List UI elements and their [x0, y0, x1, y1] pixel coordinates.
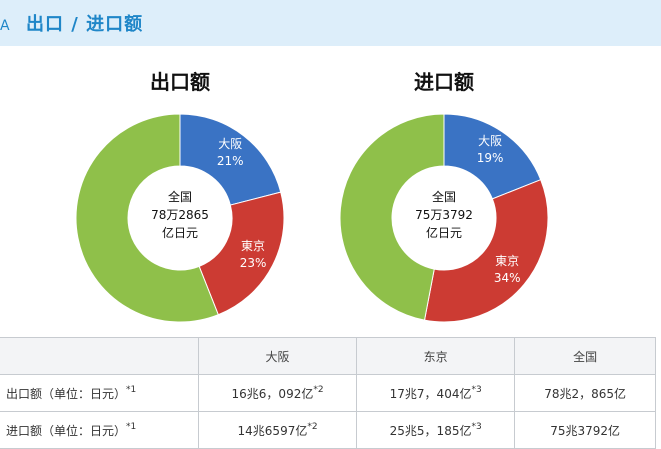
table-cell: 16兆6，092亿*2 — [197, 374, 358, 412]
table-cell: 75兆3792亿 — [514, 411, 656, 449]
table-row: 出口额（单位：日元）*1 16兆6，092亿*2 17兆7，404亿*3 78兆… — [0, 374, 656, 412]
center-label-line: 全国 — [431, 190, 456, 204]
table-header-cell — [0, 337, 199, 375]
slice-label: 大阪 19% — [465, 133, 515, 167]
slice-name: 大阪 — [218, 137, 243, 152]
slice-1 — [179, 113, 282, 206]
slice-percent: 21% — [216, 154, 244, 169]
export-chart: 出口额 全国 78万2865 亿日元 大阪 21% 東京 23% — [60, 60, 300, 332]
slice-percent: 19% — [476, 151, 504, 166]
chart-title: 进口额 — [414, 70, 474, 94]
slice-2 — [423, 179, 549, 323]
export-donut — [75, 113, 285, 323]
row-label: 出口额（单位：日元）*1 — [0, 374, 199, 412]
footnote-mark: *3 — [471, 421, 482, 432]
slice-label: 大阪 21% — [205, 136, 255, 170]
center-label: 全国 78万2865 亿日元 — [135, 188, 225, 242]
table-header-row: 大阪 东京 全国 — [0, 337, 656, 375]
slice-3 — [75, 113, 219, 323]
slice-percent: 23% — [239, 256, 267, 271]
slice-label: 東京 23% — [228, 238, 278, 272]
table-header-cell: 全国 — [514, 337, 656, 375]
footnote-mark: *1 — [126, 421, 137, 432]
table-cell: 78兆2，865亿 — [514, 374, 656, 412]
row-label: 进口额（单位：日元）*1 — [0, 411, 199, 449]
center-label-line: 亿日元 — [425, 226, 462, 240]
import-donut — [339, 113, 549, 323]
header-edge-mark: A — [0, 18, 10, 34]
slice-2 — [198, 191, 285, 316]
slice-percent: 34% — [493, 271, 521, 286]
table-cell: 17兆7，404亿*3 — [356, 374, 516, 412]
slice-3 — [339, 113, 445, 321]
center-label-line: 全国 — [167, 190, 192, 204]
footnote-mark: *3 — [471, 384, 482, 395]
table-row: 进口额（单位：日元）*1 14兆6597亿*2 25兆5，185亿*3 75兆3… — [0, 411, 656, 449]
center-label-line: 亿日元 — [161, 226, 198, 240]
slice-name: 大阪 — [478, 134, 503, 149]
center-label-line: 75万3792 — [415, 208, 473, 222]
footnote-mark: *2 — [307, 421, 318, 432]
trade-table: 大阪 东京 全国 出口额（单位：日元）*1 16兆6，092亿*2 17兆7，4… — [0, 337, 656, 449]
import-chart: 进口额 全国 75万3792 亿日元 大阪 19% 東京 34% — [324, 60, 564, 332]
center-label-line: 78万2865 — [151, 208, 209, 222]
table-header-cell: 东京 — [356, 337, 516, 375]
footnote-mark: *1 — [126, 384, 137, 395]
center-label: 全国 75万3792 亿日元 — [399, 188, 489, 242]
slice-label: 東京 34% — [482, 253, 532, 287]
page-title: 出口 / 进口额 — [26, 14, 144, 35]
table-header-cell: 大阪 — [197, 337, 358, 375]
table-cell: 14兆6597亿*2 — [197, 411, 358, 449]
footnote-mark: *2 — [313, 384, 324, 395]
table-cell: 25兆5，185亿*3 — [356, 411, 516, 449]
chart-title: 出口额 — [150, 70, 210, 94]
slice-name: 東京 — [495, 254, 520, 269]
page-header: A 出口 / 进口额 — [0, 0, 661, 46]
slice-name: 東京 — [241, 239, 266, 254]
